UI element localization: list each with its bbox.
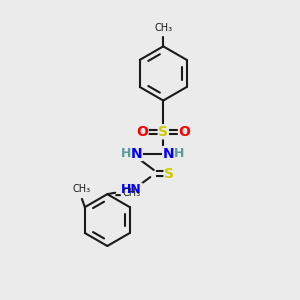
Text: S: S <box>158 125 168 139</box>
Text: O: O <box>178 125 190 139</box>
Text: O: O <box>136 125 148 139</box>
Text: N: N <box>130 146 142 161</box>
Text: N: N <box>163 146 174 161</box>
Text: H: H <box>174 147 184 160</box>
Text: HN: HN <box>122 183 142 196</box>
Text: CH₃: CH₃ <box>73 184 91 194</box>
Text: CH₃: CH₃ <box>123 188 141 198</box>
Text: CH₃: CH₃ <box>154 23 172 33</box>
Text: H: H <box>121 147 131 160</box>
Text: S: S <box>164 167 174 181</box>
